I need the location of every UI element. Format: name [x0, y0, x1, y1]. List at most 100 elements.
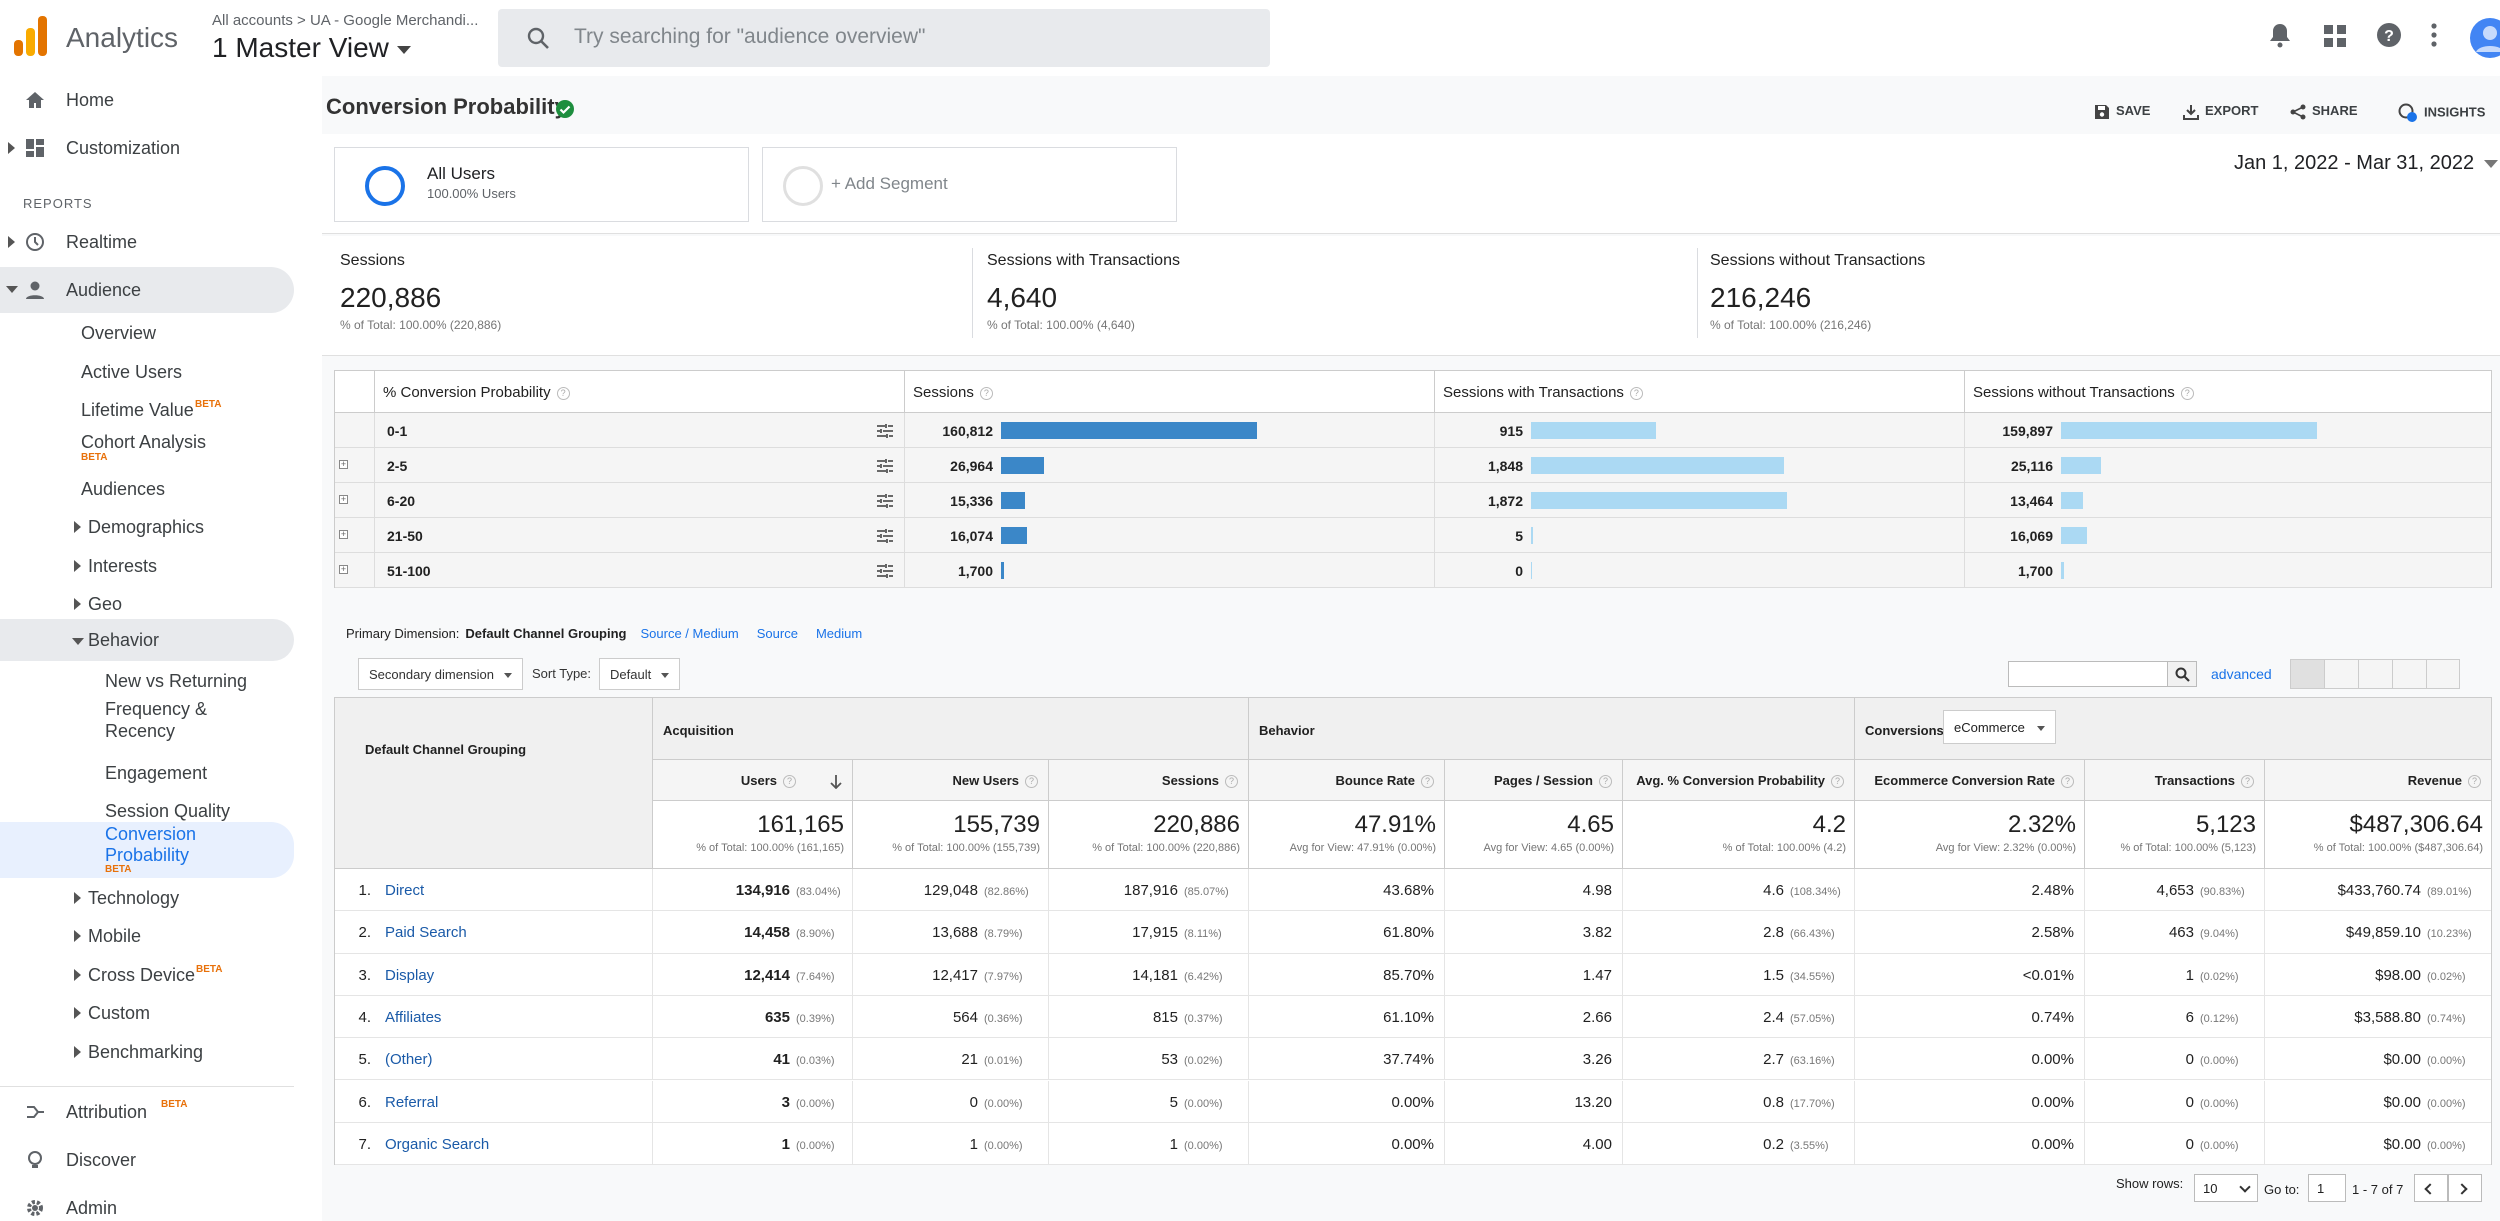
share-button[interactable]: SHARE — [2290, 103, 2358, 120]
table-row[interactable]: 0-1 160,812 915 159,897 — [335, 413, 2491, 448]
sidebar-item-home[interactable]: Home — [0, 77, 294, 123]
table-row[interactable]: 7. Organic Search 1 (0.00%) 1 (0.00%) 1 (0.00%)… — [335, 1122, 2491, 1166]
sidebar-item-overview[interactable]: Overview — [0, 310, 294, 356]
column-header-sessions[interactable]: Sessions? — [905, 371, 1435, 413]
expand-icon[interactable]: + — [339, 494, 348, 504]
table-row[interactable]: +51-100 1,700 0 1,700 — [335, 553, 2491, 588]
table-row[interactable]: +21-50 16,074 5 16,069 — [335, 518, 2491, 553]
sort-type-dropdown[interactable]: Default — [599, 658, 681, 690]
segment-builder-icon[interactable] — [876, 493, 894, 509]
data-table-view-icon[interactable] — [2291, 660, 2325, 688]
sidebar-item-benchmarking[interactable]: Benchmarking — [0, 1029, 294, 1069]
table-row[interactable]: 1. Direct 134,916 (83.04%) 129,048 (82.86%) 18… — [335, 869, 2491, 912]
channel-link[interactable]: Direct — [385, 882, 425, 899]
performance-view-icon[interactable] — [2359, 660, 2393, 688]
column-header-metric[interactable]: Sessions? — [1049, 760, 1249, 801]
table-search-button[interactable] — [2167, 661, 2197, 687]
channel-link[interactable]: Display — [385, 966, 435, 984]
expand-icon[interactable]: + — [339, 529, 348, 539]
channel-link[interactable]: Paid Search — [385, 924, 467, 942]
advanced-filter-link[interactable]: advanced — [2211, 666, 2272, 682]
goto-input[interactable]: 1 — [2308, 1174, 2346, 1202]
sidebar-item-frequency-recency[interactable]: Frequency & Recency — [0, 696, 294, 746]
channel-link[interactable]: Referral — [385, 1093, 439, 1111]
column-header-metric[interactable]: Transactions? — [2085, 760, 2265, 801]
table-row[interactable]: 2. Paid Search 14,458 (8.90%) 13,688 (8.79%) 1… — [335, 911, 2491, 954]
insights-button[interactable]: INSIGHTS — [2398, 103, 2485, 123]
show-rows-select[interactable]: 10 — [2194, 1174, 2258, 1202]
pie-view-icon[interactable] — [2325, 660, 2359, 688]
view-selector[interactable]: 1 Master View — [212, 32, 411, 64]
channel-link[interactable]: Affiliates — [385, 1008, 442, 1026]
column-header-sessions-without-transactions[interactable]: Sessions without Transactions? — [1965, 371, 2491, 413]
table-row[interactable]: 5. (Other) 41 (0.03%) 21 (0.01%) 53 (0.02%) 37.7… — [335, 1038, 2491, 1081]
help-icon[interactable]: ? — [2376, 22, 2402, 48]
segment-builder-icon[interactable] — [876, 458, 894, 474]
table-row[interactable]: 6. Referral 3 (0.00%) 0 (0.00%) 5 (0.00%) 0.00% 1… — [335, 1080, 2491, 1123]
sidebar-item-conversion-probability[interactable]: Conversion Probability BETA — [0, 822, 294, 878]
dimension-medium-link[interactable]: Medium — [815, 626, 863, 641]
sidebar-item-cross-device[interactable]: Cross Device BETA — [0, 952, 294, 998]
sidebar-item-realtime[interactable]: Realtime — [0, 219, 294, 265]
column-header-sessions-with-transactions[interactable]: Sessions with Transactions? — [1435, 371, 1965, 413]
export-button[interactable]: EXPORT — [2183, 103, 2258, 120]
sidebar-item-session-quality[interactable]: Session Quality — [0, 788, 294, 834]
sidebar-item-mobile[interactable]: Mobile — [0, 913, 294, 959]
column-header-metric[interactable]: New Users? — [853, 760, 1049, 801]
column-header-metric[interactable]: Bounce Rate? — [1249, 760, 1445, 801]
analytics-logo-icon[interactable] — [14, 16, 48, 56]
table-row[interactable]: 4. Affiliates 635 (0.39%) 564 (0.36%) 815 (0.37… — [335, 995, 2491, 1039]
channel-link[interactable]: Organic Search — [385, 1135, 490, 1153]
sidebar-item-attribution[interactable]: Attribution BETA — [0, 1089, 294, 1135]
column-header-metric[interactable]: Revenue? — [2265, 760, 2491, 801]
avatar[interactable] — [2470, 18, 2500, 58]
column-header-metric[interactable]: Users? — [653, 760, 853, 801]
sidebar-item-audience[interactable]: Audience — [0, 267, 294, 313]
secondary-dimension-dropdown[interactable]: Secondary dimension — [358, 658, 524, 690]
next-page-button[interactable] — [2448, 1174, 2482, 1202]
sidebar-item-demographics[interactable]: Demographics — [0, 504, 294, 550]
save-button[interactable]: SAVE — [2094, 103, 2150, 120]
pivot-view-icon[interactable] — [2427, 660, 2461, 688]
scorecard-sessions-with-transactions[interactable]: Sessions with Transactions 4,640 % of Tota… — [987, 252, 1180, 332]
column-header-conversion-probability[interactable]: % Conversion Probability? — [375, 371, 905, 413]
expand-icon[interactable]: + — [339, 564, 348, 574]
expand-icon[interactable]: + — [339, 459, 348, 469]
segment-builder-icon[interactable] — [876, 528, 894, 544]
dimension-source-medium-link[interactable]: Source / Medium — [640, 626, 739, 641]
sidebar-item-lifetime-value[interactable]: Lifetime Value BETA — [0, 387, 294, 433]
table-row[interactable]: +2-5 26,964 1,848 25,116 — [335, 448, 2491, 483]
sidebar-item-discover[interactable]: Discover — [0, 1137, 294, 1183]
sidebar-item-admin[interactable]: Admin — [0, 1185, 294, 1221]
scorecard-sessions-without-transactions[interactable]: Sessions without Transactions 216,246 % of… — [1710, 252, 1925, 332]
column-header-metric[interactable]: Ecommerce Conversion Rate? — [1855, 760, 2085, 801]
segment-all-users[interactable]: All Users 100.00% Users — [334, 147, 749, 222]
more-vert-icon[interactable] — [2430, 22, 2438, 48]
sidebar-item-custom[interactable]: Custom — [0, 990, 294, 1036]
comparison-view-icon[interactable] — [2393, 660, 2427, 688]
column-header-metric[interactable]: Pages / Session? — [1445, 760, 1623, 801]
table-search-input[interactable] — [2008, 661, 2168, 687]
dimension-source-link[interactable]: Source — [756, 626, 798, 641]
add-segment-button[interactable]: + Add Segment — [762, 147, 1177, 222]
breadcrumb[interactable]: All accounts > UA - Google Merchandi... — [212, 12, 479, 29]
sidebar-item-geo[interactable]: Geo — [0, 581, 294, 627]
scorecard-sessions[interactable]: Sessions 220,886 % of Total: 100.00% (220,… — [340, 252, 501, 332]
sidebar-item-technology[interactable]: Technology — [0, 875, 294, 921]
sidebar-item-active-users[interactable]: Active Users — [0, 349, 294, 395]
channel-link[interactable]: (Other) — [385, 1051, 433, 1069]
conversion-goal-select[interactable]: eCommerce — [1943, 710, 2056, 744]
segment-builder-icon[interactable] — [876, 423, 894, 439]
column-header-default-channel-grouping[interactable]: Default Channel Grouping — [335, 698, 653, 869]
sidebar-item-behavior[interactable]: Behavior — [0, 619, 294, 661]
sidebar-item-interests[interactable]: Interests — [0, 543, 294, 589]
prev-page-button[interactable] — [2414, 1174, 2448, 1202]
apps-icon[interactable] — [2324, 25, 2346, 47]
table-row[interactable]: +6-20 15,336 1,872 13,464 — [335, 483, 2491, 518]
sidebar-item-new-vs-returning[interactable]: New vs Returning — [0, 658, 294, 704]
date-range-picker[interactable]: Jan 1, 2022 - Mar 31, 2022 — [2234, 152, 2499, 175]
sidebar-item-customization[interactable]: Customization — [0, 125, 294, 171]
sidebar-item-engagement[interactable]: Engagement — [0, 750, 294, 796]
search-bar[interactable]: Try searching for "audience overview" — [498, 9, 1270, 67]
sidebar-item-cohort-analysis[interactable]: Cohort Analysis BETA — [0, 420, 294, 468]
